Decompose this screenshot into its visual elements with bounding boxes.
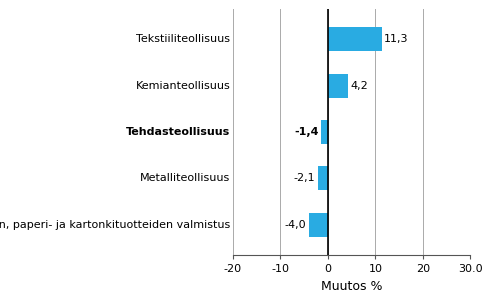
Text: -1,4: -1,4 — [294, 127, 318, 137]
Text: Tehdasteollisuus: Tehdasteollisuus — [126, 127, 230, 137]
Bar — [327, 74, 347, 98]
Bar — [320, 120, 327, 144]
Text: -2,1: -2,1 — [293, 173, 315, 183]
Text: Metalliteollisuus: Metalliteollisuus — [140, 173, 230, 183]
Text: Paperin, paperi- ja kartonkituotteiden valmistus: Paperin, paperi- ja kartonkituotteiden v… — [0, 220, 230, 230]
Text: 4,2: 4,2 — [349, 81, 367, 91]
Bar — [308, 213, 327, 237]
Text: Kemianteollisuus: Kemianteollisuus — [136, 81, 230, 91]
Bar — [317, 166, 327, 190]
Text: -4,0: -4,0 — [284, 220, 306, 230]
X-axis label: Muutos %: Muutos % — [320, 280, 381, 292]
Text: Tekstiiliteollisuus: Tekstiiliteollisuus — [136, 34, 230, 44]
Text: 11,3: 11,3 — [383, 34, 408, 44]
Bar — [327, 27, 381, 51]
